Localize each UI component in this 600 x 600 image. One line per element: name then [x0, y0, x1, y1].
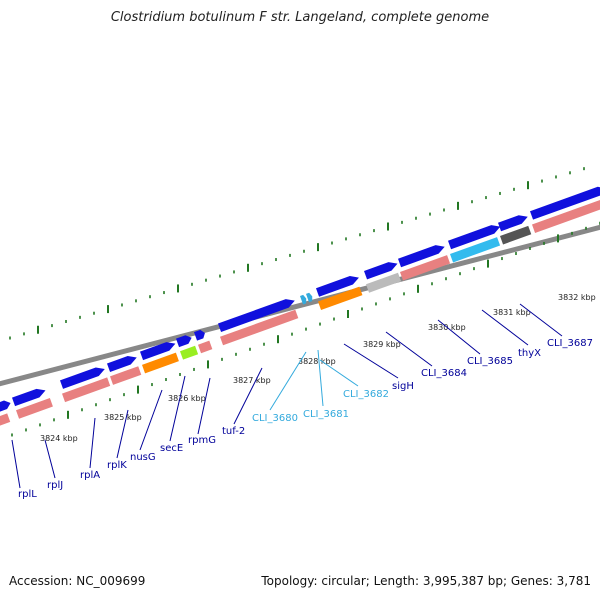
gene-label: rplA	[80, 470, 100, 481]
scale-label: 3828 kbp	[298, 357, 336, 366]
gene-arrow	[530, 186, 600, 220]
gene-label: CLI_3685	[467, 356, 513, 367]
leader-line	[481, 309, 529, 346]
genome-backbone	[0, 224, 600, 387]
scale-label: 3832 kbp	[558, 293, 596, 302]
gene-label: rplK	[107, 460, 127, 471]
gene-arrow	[448, 225, 501, 250]
gene-box	[0, 413, 11, 427]
leader-line	[319, 359, 359, 387]
scale-label: 3825 kbp	[104, 413, 142, 422]
gene-arrow	[176, 335, 192, 348]
gene-label: sigH	[392, 381, 414, 392]
gene-label: rplJ	[47, 480, 63, 491]
gene-arrow-small	[306, 292, 313, 303]
accession-text: Accession: NC_009699	[9, 574, 146, 588]
gene-label: CLI_3684	[421, 368, 467, 379]
gene-label: nusG	[130, 452, 156, 463]
scale-label: 3824 kbp	[40, 434, 78, 443]
gene-arrow	[0, 400, 11, 413]
gene-arrow	[316, 276, 359, 297]
leader-line	[197, 377, 211, 435]
scale-label: 3829 kbp	[363, 340, 401, 349]
leader-line	[44, 439, 56, 479]
gene-box	[110, 366, 142, 385]
gene-arrow-small	[300, 294, 307, 305]
leader-line	[317, 349, 324, 407]
leader-line	[11, 439, 21, 489]
leader-line	[519, 303, 563, 337]
gene-box	[220, 309, 299, 346]
leader-line	[89, 417, 96, 469]
gene-label: thyX	[518, 348, 541, 359]
leader-line	[385, 331, 433, 367]
gene-arrow	[140, 342, 176, 361]
gene-arrow	[498, 215, 528, 232]
scale-labels: 3824 kbp 3825 kbp 3826 kbp 3827 kbp 3828 kbp…	[40, 293, 596, 443]
gene-arrow	[364, 262, 398, 280]
gene-box	[400, 255, 451, 281]
gene-box	[450, 237, 501, 263]
gene-label: rplL	[18, 489, 37, 500]
scale-label: 3831 kbp	[493, 308, 531, 317]
leader-line	[437, 319, 481, 355]
leader-line	[343, 343, 399, 379]
leader-line	[169, 375, 186, 442]
gene-label: CLI_3681	[303, 409, 349, 420]
backbone-line	[0, 224, 600, 387]
gene-box	[142, 352, 179, 374]
leader-line	[139, 389, 163, 451]
scale-label: 3827 kbp	[233, 376, 271, 385]
scale-tick-marks	[11, 221, 600, 437]
leader-line	[116, 409, 129, 459]
gene-label: secE	[160, 443, 183, 454]
leader-line	[269, 351, 307, 411]
gene-label: tuf-2	[222, 426, 245, 437]
genome-summary-text: Topology: circular; Length: 3,995,387 bp…	[261, 574, 591, 588]
gene-arrow	[398, 245, 445, 268]
gene-arrow	[60, 367, 105, 389]
gene-label: CLI_3682	[343, 389, 389, 400]
gene-box	[366, 272, 402, 293]
gene-box	[16, 398, 53, 419]
label-leader-lines	[11, 303, 563, 489]
gene-box	[198, 340, 213, 354]
gene-box	[500, 225, 532, 245]
gene-label: CLI_3680	[252, 413, 298, 424]
gene-box	[318, 286, 363, 310]
gene-label: CLI_3687	[547, 338, 593, 349]
outer-tick-marks	[9, 167, 585, 340]
leader-line	[233, 367, 263, 425]
gene-box	[180, 345, 199, 360]
gene-label: rpmG	[188, 435, 216, 446]
gene-arrow	[194, 329, 205, 341]
gene-arrow	[12, 388, 46, 407]
scale-label: 3826 kbp	[168, 394, 206, 403]
gene-box	[62, 377, 111, 403]
page-title: Clostridium botulinum F str. Langeland, …	[110, 10, 490, 25]
feature-track	[0, 186, 600, 427]
gene-arrow	[107, 356, 137, 372]
gene-arrow	[218, 299, 295, 332]
gene-box	[532, 197, 600, 233]
